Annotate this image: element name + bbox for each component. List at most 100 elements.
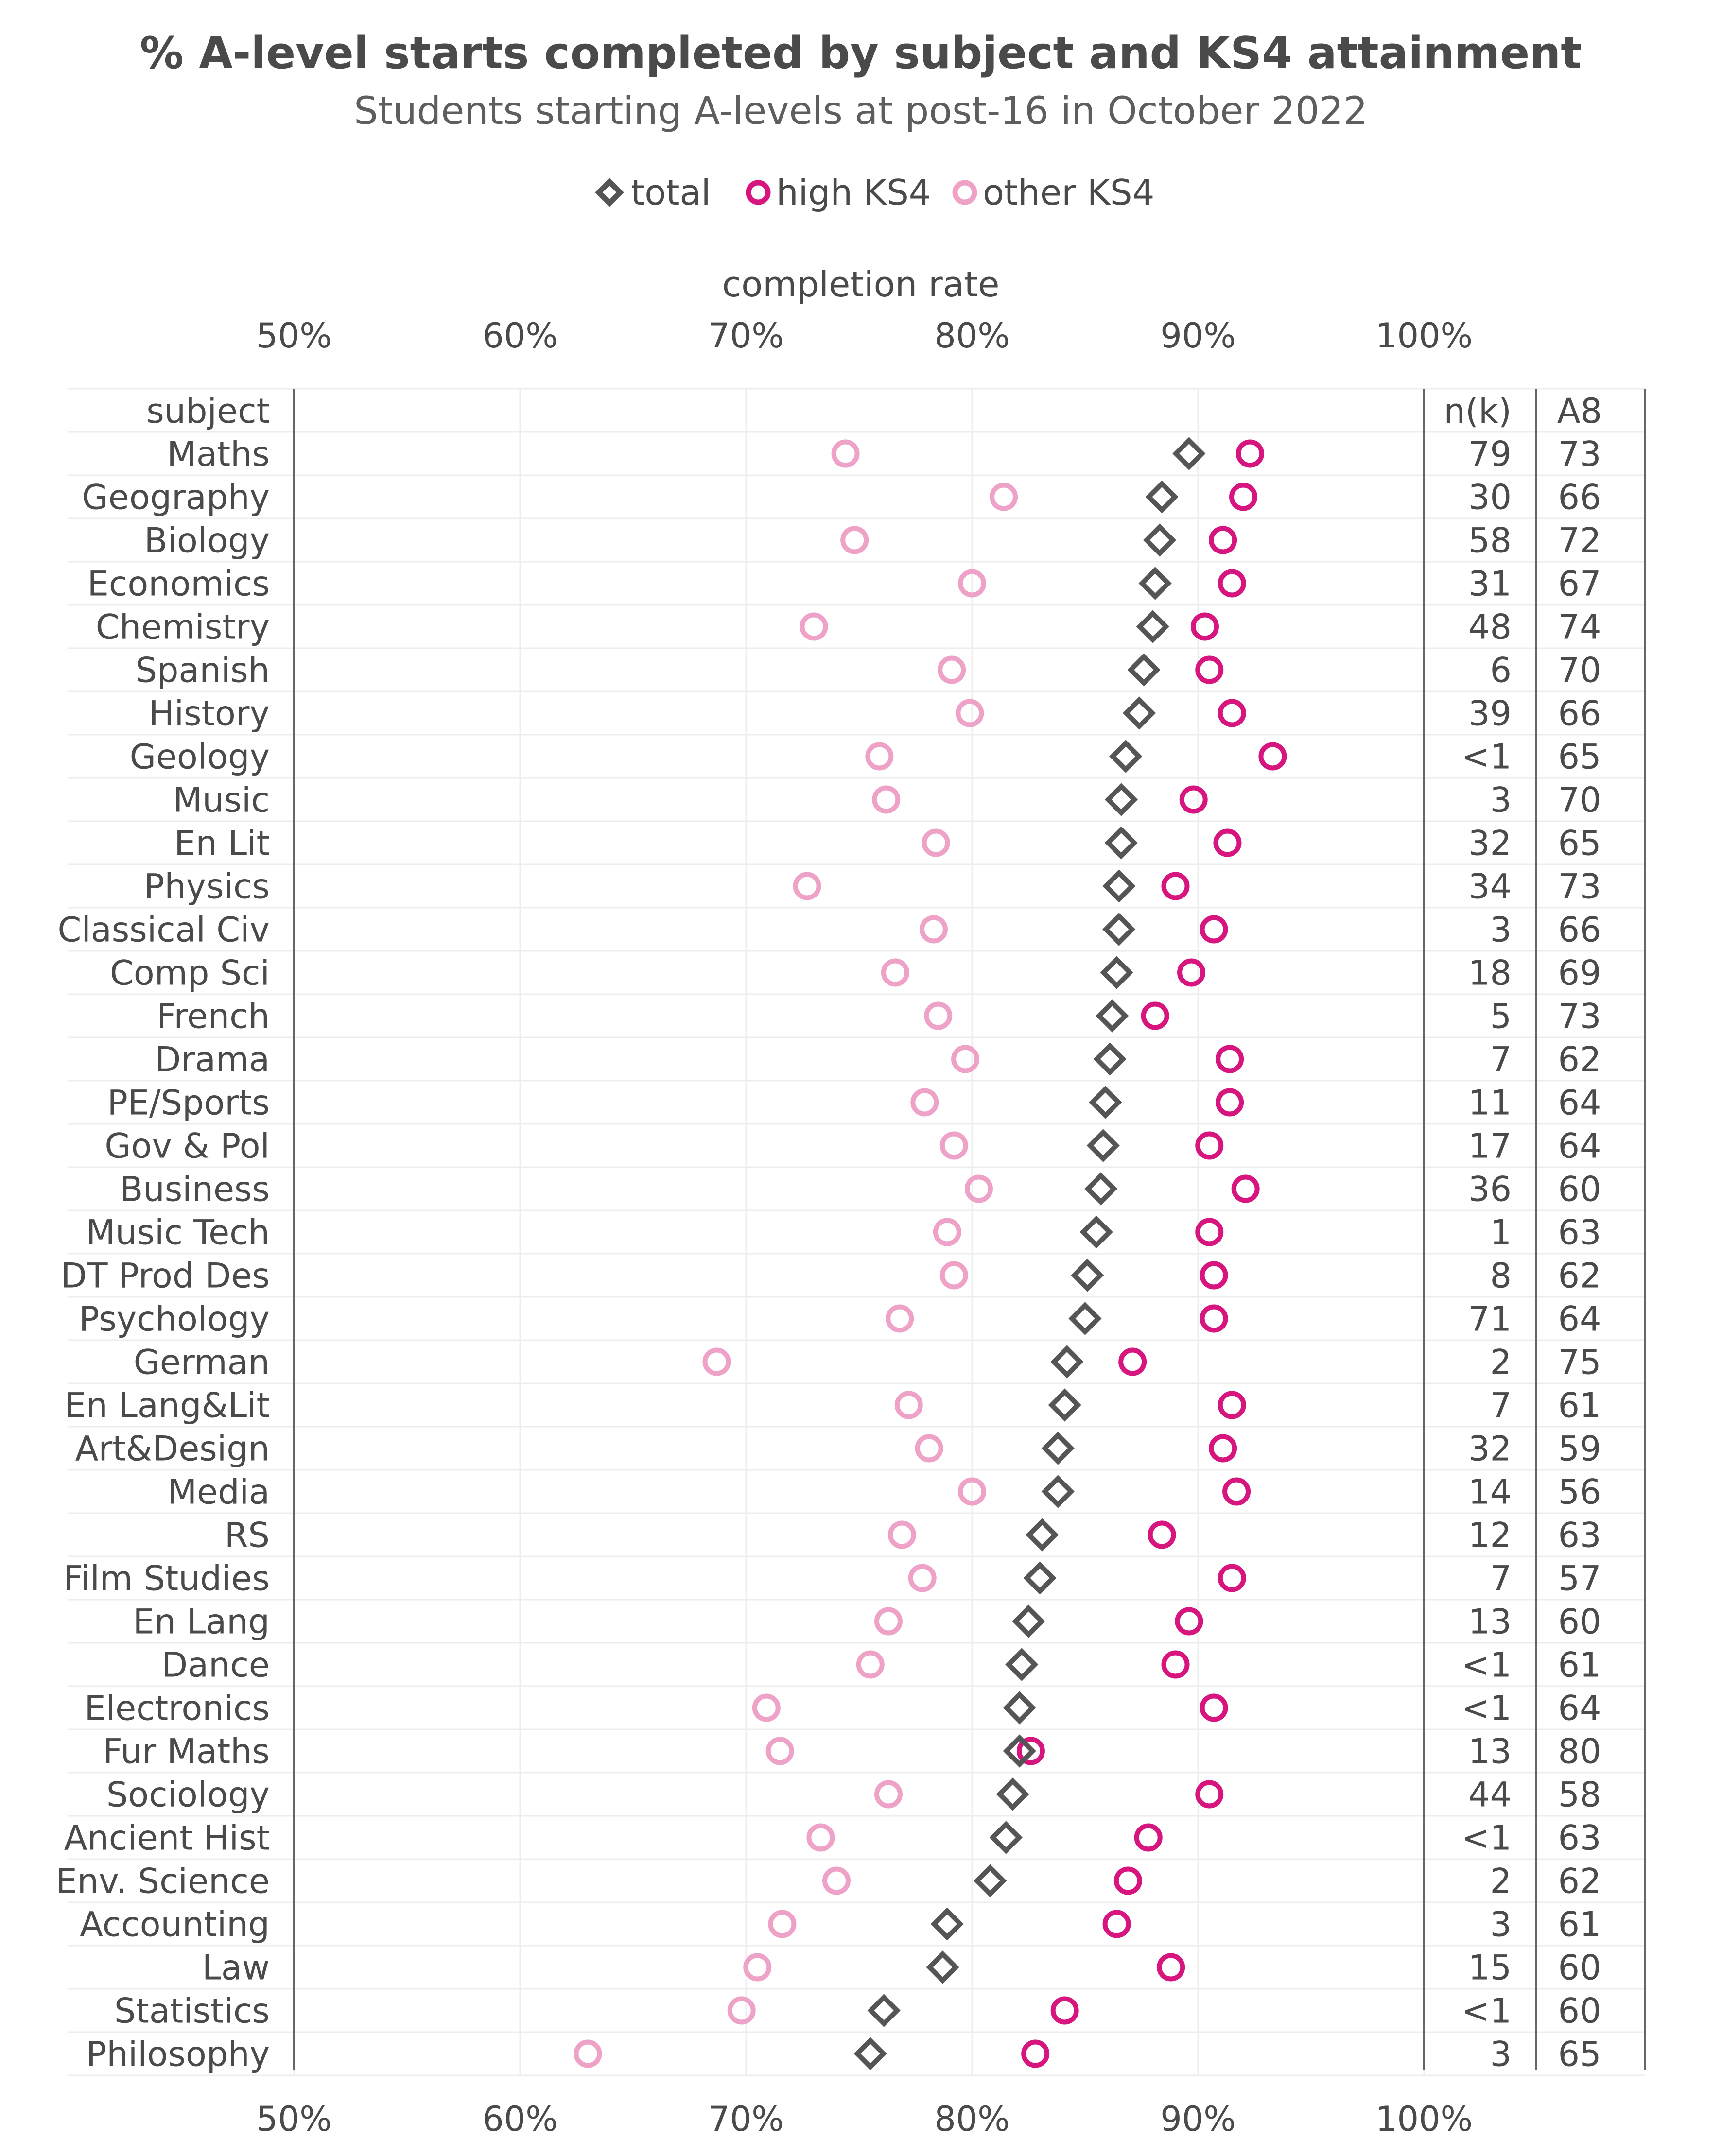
point-high-ks4 [1235, 439, 1264, 468]
subject-label: Business [120, 1170, 270, 1209]
table-row: Electronics <1 64 [84, 1689, 1601, 1728]
point-other-ks4 [951, 1045, 980, 1073]
table-row: Economics 31 67 [87, 564, 1601, 604]
subject-label: Spanish [136, 651, 270, 690]
subject-label: Film Studies [64, 1559, 270, 1599]
a8-value: 65 [1558, 737, 1601, 777]
point-total [989, 1821, 1023, 1854]
point-high-ks4 [1113, 1866, 1142, 1895]
n-value: 13 [1468, 1602, 1512, 1642]
subject-label: Geology [130, 737, 270, 777]
subject-label: En Lang&Lit [65, 1386, 270, 1426]
point-total [867, 1994, 901, 2027]
point-high-ks4 [1213, 828, 1242, 857]
point-high-ks4 [1231, 1174, 1260, 1203]
point-total [1026, 1518, 1059, 1552]
point-total [1071, 1259, 1104, 1292]
a8-value: 64 [1558, 1126, 1601, 1166]
x-tick-label-bottom: 50% [256, 2099, 332, 2139]
point-other-ks4 [840, 526, 869, 554]
x-tick-label-top: 80% [934, 316, 1010, 356]
x-tick-label-top: 50% [256, 316, 332, 356]
x-tick-label-top: 60% [482, 316, 558, 356]
point-high-ks4 [1021, 2039, 1050, 2068]
table-row: Fur Maths 13 80 [103, 1732, 1601, 1772]
point-total [1079, 1215, 1113, 1249]
n-value: 39 [1468, 694, 1512, 734]
point-total [1100, 956, 1133, 989]
point-total [1136, 610, 1170, 643]
point-high-ks4 [1190, 612, 1219, 641]
n-value: 71 [1468, 1299, 1512, 1339]
table-row: Accounting 3 61 [80, 1905, 1601, 1945]
table-row: RS 12 63 [225, 1516, 1601, 1555]
point-high-ks4 [1195, 1218, 1224, 1246]
table-row: German 2 75 [134, 1343, 1601, 1382]
point-total [1041, 1475, 1075, 1508]
subject-label: Music Tech [86, 1213, 270, 1253]
point-high-ks4 [1157, 1953, 1185, 1982]
point-total [1086, 1129, 1120, 1162]
point-other-ks4 [702, 1347, 731, 1376]
subject-label: Gov & Pol [104, 1126, 270, 1166]
point-high-ks4 [1177, 958, 1206, 987]
a8-value: 75 [1558, 1343, 1601, 1382]
table-row: Maths 79 73 [167, 434, 1601, 474]
subject-label: French [157, 997, 270, 1036]
n-value: 7 [1490, 1559, 1512, 1599]
point-other-ks4 [886, 1304, 914, 1333]
point-total [1138, 567, 1172, 600]
point-other-ks4 [806, 1823, 835, 1852]
table-row: Biology 58 72 [144, 521, 1601, 561]
point-total [1041, 1432, 1075, 1465]
n-value: 13 [1468, 1732, 1512, 1772]
subject-label: Electronics [84, 1689, 270, 1728]
point-other-ks4 [908, 1564, 937, 1592]
point-high-ks4 [1161, 872, 1190, 900]
point-other-ks4 [856, 1650, 885, 1679]
n-value: 3 [1490, 2035, 1512, 2074]
a8-value: 61 [1558, 1905, 1601, 1945]
n-value: 1 [1490, 1213, 1512, 1253]
point-other-ks4 [939, 1131, 968, 1160]
x-tick-label-bottom: 90% [1160, 2099, 1236, 2139]
n-value: 44 [1468, 1775, 1512, 1815]
subject-label: Ancient Hist [64, 1818, 270, 1858]
x-tick-label-bottom: 100% [1375, 2099, 1473, 2139]
n-value: 2 [1490, 1343, 1512, 1382]
n-value: 7 [1490, 1386, 1512, 1426]
n-value: 48 [1468, 607, 1512, 647]
subject-label: Classical Civ [58, 910, 270, 950]
point-high-ks4 [1179, 785, 1208, 814]
a8-value: 63 [1558, 1818, 1601, 1858]
point-total [1089, 1086, 1122, 1119]
table-row: Business 36 60 [120, 1170, 1601, 1209]
point-other-ks4 [933, 1218, 961, 1246]
a8-value: 66 [1558, 910, 1601, 950]
point-other-ks4 [574, 2039, 602, 2068]
subject-label: RS [225, 1516, 270, 1555]
table-row: Psychology 71 64 [79, 1299, 1601, 1339]
point-total [1104, 826, 1138, 860]
n-value: <1 [1461, 1818, 1512, 1858]
point-other-ks4 [874, 1607, 903, 1636]
point-other-ks4 [938, 655, 966, 684]
point-high-ks4 [1161, 1650, 1190, 1679]
subject-label: Geography [82, 478, 270, 517]
subject-label: Statistics [114, 1991, 270, 2031]
point-total [1104, 783, 1138, 816]
table-row: Media 14 56 [168, 1472, 1601, 1512]
table-row: PE/Sports 11 64 [107, 1083, 1601, 1123]
a8-value: 70 [1558, 780, 1601, 820]
point-other-ks4 [915, 1434, 943, 1463]
a8-value: 73 [1558, 997, 1601, 1036]
a8-value: 62 [1558, 1862, 1601, 1901]
table-row: Ancient Hist <1 63 [64, 1818, 1601, 1858]
point-total [1127, 653, 1161, 687]
point-other-ks4 [800, 612, 828, 641]
subject-label: Music [173, 780, 270, 820]
subject-label: En Lit [174, 824, 270, 863]
point-other-ks4 [865, 742, 894, 771]
n-value: 8 [1490, 1256, 1512, 1296]
